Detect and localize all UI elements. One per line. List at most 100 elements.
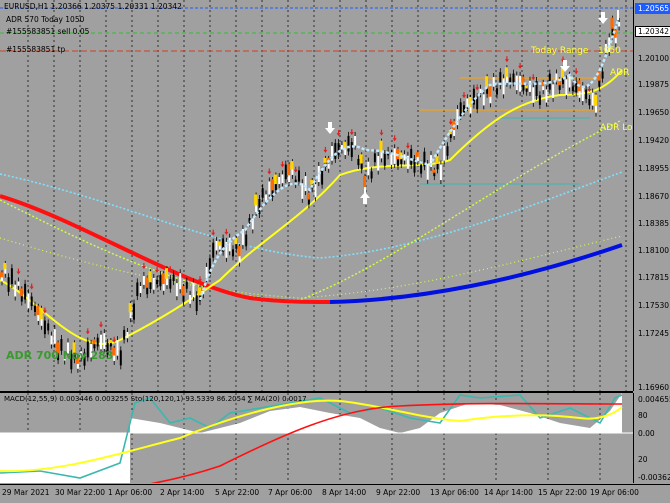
- candle-body: [192, 282, 195, 298]
- candle-body: [109, 342, 112, 347]
- heiken-ashi-bar: [379, 140, 383, 152]
- candle-body: [43, 320, 46, 335]
- slow-ma-blue: [329, 243, 623, 304]
- candle-body: [284, 164, 287, 180]
- candle-body: [591, 92, 594, 106]
- fractal-arrow: [16, 268, 21, 275]
- fractal-arrow: [293, 166, 298, 173]
- candle-body: [7, 277, 10, 292]
- candle-body: [301, 183, 304, 199]
- heiken-ashi-bar: [273, 174, 277, 185]
- heiken-ashi-bar: [610, 17, 614, 29]
- candle-body: [357, 158, 360, 166]
- time-tick: 30 Mar 22:00: [55, 488, 106, 497]
- candle-body: [509, 77, 512, 85]
- candle-body: [294, 179, 297, 185]
- candle-body: [53, 329, 56, 344]
- indicator-axis[interactable]: 0.004655 80 0.00 20 -0.003623: [633, 393, 670, 483]
- candle-body: [215, 240, 218, 251]
- time-axis[interactable]: 29 Mar 2021 30 Mar 22:00 1 Apr 06:00 2 A…: [0, 484, 670, 503]
- candle-body: [245, 234, 248, 247]
- time-tick: 7 Apr 06:00: [268, 488, 313, 497]
- heiken-ashi-bar: [145, 277, 149, 288]
- candle-body: [96, 337, 99, 347]
- price-tick: 1.19875: [638, 80, 670, 89]
- candle-body: [93, 341, 96, 349]
- candle-body: [535, 81, 538, 97]
- candle-body: [76, 359, 79, 369]
- fractal-arrow: [155, 266, 160, 273]
- candle-body: [80, 351, 83, 358]
- fractal-arrow: [405, 142, 410, 149]
- candle-body: [618, 22, 621, 27]
- candle-body: [426, 163, 429, 180]
- today-range-value: 1050: [598, 46, 621, 56]
- candle-body: [100, 334, 102, 350]
- candle-body: [581, 86, 584, 102]
- heiken-ashi-bar: [234, 237, 238, 245]
- fractal-arrow: [379, 129, 384, 136]
- indicator-canvas[interactable]: [0, 393, 633, 483]
- heiken-ashi-bar: [92, 339, 96, 345]
- current-price-box: 1.20342: [635, 26, 670, 37]
- candle-body: [423, 151, 426, 167]
- candle-body: [502, 78, 505, 95]
- candle-body: [307, 194, 310, 205]
- candle-body: [430, 155, 432, 167]
- macd-histogram: [0, 393, 622, 483]
- heiken-ashi-bar: [181, 286, 185, 296]
- order-label: #155583851 sell 0.05: [6, 27, 90, 36]
- time-tick: 8 Apr 14:00: [322, 488, 367, 497]
- heiken-ashi-bar: [310, 180, 314, 185]
- heiken-ashi-bar: [36, 305, 40, 315]
- heiken-ashi-bar: [128, 303, 132, 313]
- candle-body: [106, 342, 109, 355]
- heiken-ashi-bar: [468, 96, 472, 108]
- candle-body: [403, 154, 406, 161]
- candle-body: [281, 174, 284, 184]
- mid-envelope: [0, 119, 623, 301]
- pane-separator[interactable]: [0, 391, 633, 393]
- candle-body: [119, 350, 122, 366]
- price-chart-canvas[interactable]: [0, 0, 633, 391]
- candle-body: [258, 198, 261, 214]
- price-tick: 1.19420: [638, 136, 670, 145]
- price-chart-pane[interactable]: EURUSD,H1 1.20366 1.20375 1.20331 1.2034…: [0, 0, 641, 391]
- fractal-arrow: [574, 68, 579, 75]
- candle-body: [30, 296, 33, 307]
- candle-body: [136, 282, 139, 297]
- candle-body: [175, 283, 178, 297]
- candle-body: [212, 242, 215, 258]
- price-axis[interactable]: 1.20565 1.20342 1.20100 1.19875 1.19650 …: [633, 0, 670, 392]
- fractal-arrow: [42, 307, 47, 314]
- adr-bottom-label: ADR 700 Nov 283: [6, 349, 114, 362]
- candle-body: [472, 88, 475, 105]
- time-tick: 1 Apr 06:00: [108, 488, 153, 497]
- candle-body: [340, 145, 343, 150]
- heiken-ashi-bar: [524, 85, 528, 89]
- indicator-pane[interactable]: MACD(12,55,9) 0.003446 0.003255 Sto(120,…: [0, 393, 633, 483]
- candle-body: [185, 281, 188, 289]
- candle-body: [103, 333, 106, 349]
- time-tick: 5 Apr 22:00: [215, 488, 260, 497]
- indicator-tick: 80: [638, 411, 648, 420]
- candle-body: [479, 88, 482, 94]
- price-tick: 1.17245: [638, 329, 670, 338]
- candle-body: [588, 98, 591, 106]
- candle-body: [314, 184, 317, 198]
- candle-body: [169, 279, 172, 289]
- candle-body: [439, 164, 442, 181]
- heiken-ashi-bar: [597, 71, 601, 81]
- candle-body: [383, 153, 386, 166]
- candle-body: [466, 98, 469, 108]
- indicator-tick: 0.00: [638, 429, 655, 438]
- candle-body: [232, 249, 234, 257]
- fractal-arrow: [475, 84, 480, 91]
- price-tick: 1.17815: [638, 273, 670, 282]
- heiken-ashi-bar: [485, 76, 489, 88]
- candle-body: [1, 274, 3, 282]
- candle-body: [123, 329, 126, 340]
- candle-body: [60, 339, 63, 351]
- candle-body: [205, 266, 208, 279]
- candle-body: [14, 284, 17, 297]
